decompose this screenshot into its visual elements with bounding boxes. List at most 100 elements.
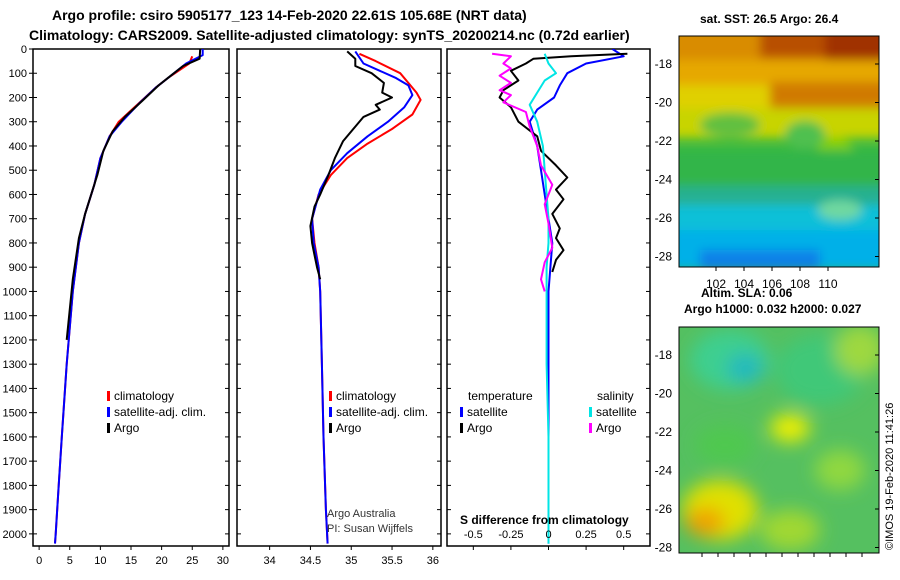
depth-tick-label: 600: [9, 189, 27, 201]
legend-label-climatology-s: climatology: [336, 389, 396, 403]
depth-tick-label: 800: [9, 238, 27, 250]
x-tick-label: 20: [156, 555, 168, 567]
legend-salinity: climatology satellite-adj. clim. Argo Ar…: [327, 389, 428, 535]
sst-x-tick-label: 108: [790, 277, 810, 291]
sst-y-tick-label: -24: [655, 173, 673, 187]
series-temperature-satellite: [528, 49, 625, 544]
depth-tick-label: 300: [9, 117, 27, 129]
series-argo: [309, 50, 393, 280]
legend-title-temperature: temperature: [468, 389, 533, 403]
x-tick-label: 5: [67, 555, 73, 567]
map-sst: sat. SST: 26.5 Argo: 26.4: [655, 12, 880, 291]
sdiff-xlabel: S difference from climatology: [460, 513, 629, 527]
depth-tick-label: 1800: [3, 480, 27, 492]
sla-y-tick-label: -28: [655, 541, 673, 555]
depth-tick-label: 100: [9, 68, 27, 80]
sla-y-tick-label: -18: [655, 348, 673, 362]
depth-tick-label: 1400: [3, 383, 27, 395]
depth-tick-label: 1600: [3, 432, 27, 444]
depth-tick-label: 500: [9, 165, 27, 177]
legend-swatch-t-sat: [460, 407, 463, 417]
depth-tick-label: 2000: [3, 529, 27, 541]
sla-y-tick-label: -26: [655, 502, 673, 516]
series-climatology: [54, 55, 194, 544]
depth-tick-label: 1300: [3, 359, 27, 371]
depth-tick-label: 0: [21, 44, 27, 56]
legend-swatch-t-argo: [460, 423, 463, 433]
series-salinity-satellite: [528, 53, 557, 544]
depth-tick-label: 900: [9, 262, 27, 274]
x-tick-label: 30: [217, 555, 229, 567]
sdiff-scale-label: 0: [545, 529, 551, 541]
sst-y-tick-label: -26: [655, 211, 673, 225]
depth-tick-label: 1200: [3, 335, 27, 347]
x-tick-label: 36: [427, 555, 439, 567]
sst-x-tick-label: 104: [734, 277, 754, 291]
legend-temperature: climatology satellite-adj. clim. Argo: [107, 389, 206, 435]
sst-x-tick-label: 110: [818, 277, 837, 291]
sla-y-tick-label: -20: [655, 387, 673, 401]
sst-y-tick-label: -28: [655, 250, 673, 264]
legend-label-satellite: satellite-adj. clim.: [114, 405, 206, 419]
depth-tick-label: 1900: [3, 505, 27, 517]
header-line2: Climatology: CARS2009. Satellite-adjuste…: [29, 27, 630, 43]
credit-label: ©IMOS 19-Feb-2020 11:41:26: [884, 403, 896, 550]
map-sla: Altim. SLA: 0.06 Argo h1000: 0.032 h2000…: [655, 286, 880, 557]
sdiff-scale-label: -0.25: [498, 529, 523, 541]
depth-tick-label: 1000: [3, 286, 27, 298]
sla-y-tick-label: -24: [655, 464, 673, 478]
x-tick-label: 34.5: [300, 555, 321, 567]
legend-label-satellite-s: satellite-adj. clim.: [336, 405, 428, 419]
legend-label-t-argo: Argo: [467, 421, 493, 435]
map-sla-title2: Argo h1000: 0.032 h2000: 0.027: [684, 302, 862, 316]
sdiff-scale-label: -0.5: [464, 529, 483, 541]
sst-y-tick-label: -22: [655, 134, 673, 148]
legend-label-argo-s: Argo: [336, 421, 362, 435]
series-temperature-argo: [498, 52, 628, 273]
x-tick-label: 35: [345, 555, 357, 567]
legend-label-s-argo: Argo: [596, 421, 622, 435]
legend-title-salinity: salinity: [597, 389, 634, 403]
legend-swatch-argo-s: [329, 423, 332, 433]
sla-y-tick-label: -22: [655, 425, 673, 439]
sst-y-tick-label: -18: [655, 57, 673, 71]
legend-swatch-satellite-s: [329, 407, 332, 417]
legend-swatch-climatology: [107, 391, 110, 401]
panel-salinity-frame: [236, 48, 442, 547]
x-tick-label: 10: [94, 555, 106, 567]
depth-tick-label: 700: [9, 214, 27, 226]
map-sla-title1: Altim. SLA: 0.06: [701, 286, 793, 300]
series-salinity-argo: [491, 52, 554, 292]
annotation-pi: PI: Susan Wijffels: [327, 523, 413, 535]
annotation-argo-australia: Argo Australia: [327, 508, 396, 520]
sst-x-tick-label: 106: [762, 277, 782, 291]
legend-swatch-satellite: [107, 407, 110, 417]
legend-swatch-argo: [107, 423, 110, 433]
legend-swatch-climatology-s: [329, 391, 332, 401]
legend-swatch-s-argo: [589, 423, 592, 433]
legend-sdiff: temperature salinity satellite Argo sate…: [460, 389, 637, 527]
series-satellite-adj-clim-: [54, 49, 204, 544]
map-sst-frame: [678, 35, 880, 268]
legend-label-s-sat: satellite: [596, 405, 637, 419]
series-climatology: [311, 52, 422, 544]
sst-x-tick-label: 102: [706, 277, 726, 291]
depth-tick-label: 1700: [3, 456, 27, 468]
x-tick-label: 35.5: [381, 555, 402, 567]
x-tick-label: 34: [264, 555, 276, 567]
header-line1: Argo profile: csiro 5905177_123 14-Feb-2…: [52, 7, 527, 23]
series-satellite-adj-clim-: [311, 50, 414, 544]
legend-label-t-sat: satellite: [467, 405, 508, 419]
panel-temperature-frame: [32, 48, 230, 547]
x-tick-label: 15: [125, 555, 137, 567]
legend-swatch-s-sat: [589, 407, 592, 417]
depth-axis: 0 100 200 300 400 500 600 700 800 900 1000 1100 1200…: [3, 44, 33, 541]
depth-tick-label: 200: [9, 92, 27, 104]
sdiff-scale-label: 0.5: [616, 529, 631, 541]
x-tick-label: 25: [186, 555, 198, 567]
depth-tick-label: 1100: [3, 311, 27, 323]
depth-tick-label: 1500: [3, 408, 27, 420]
sst-y-tick-label: -20: [655, 96, 673, 110]
legend-label-argo: Argo: [114, 421, 140, 435]
